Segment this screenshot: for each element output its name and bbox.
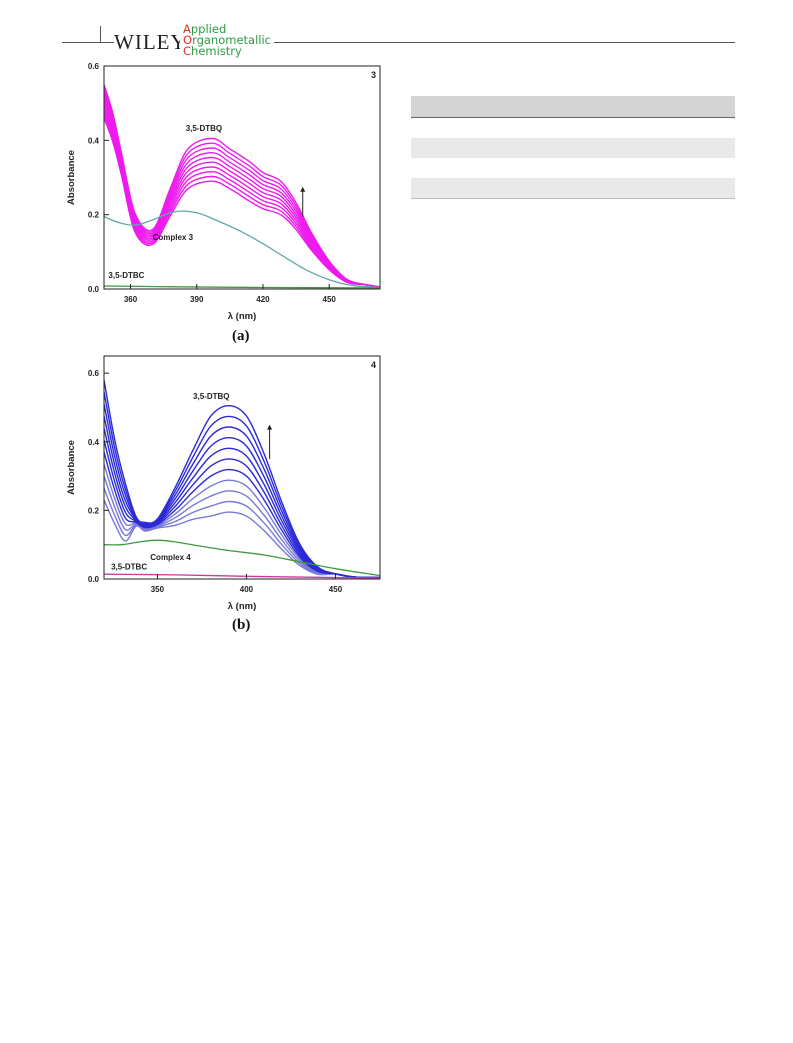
table-row (411, 118, 735, 138)
x-tick-label: 450 (323, 295, 337, 304)
journal-line-1: Applied (183, 22, 227, 36)
plot-area (104, 84, 380, 289)
series-line-dtbq (104, 117, 380, 288)
x-tick-label: 450 (329, 585, 343, 594)
panel-number: 4 (371, 360, 376, 370)
table-row (411, 178, 735, 198)
y-axis-label: Absorbance (66, 150, 77, 205)
series-line-dtbq (104, 379, 380, 579)
annotation-complex: Complex 3 (153, 233, 194, 242)
journal-logo: Applied Organometallic Chemistry (180, 22, 275, 58)
annotation-dtbq: 3,5-DTBQ (186, 124, 222, 133)
header-rule (62, 42, 735, 43)
table-header-row (411, 96, 735, 118)
series-line-dtbq (104, 102, 380, 288)
series-line-dtbq (104, 91, 380, 288)
plot-frame (103, 65, 381, 290)
series-line-dtbc (104, 285, 380, 289)
x-tick-label: 360 (124, 295, 138, 304)
annotation-dtbc: 3,5-DTBC (111, 562, 147, 571)
y-tick-label: 0.6 (88, 369, 100, 378)
y-tick-label: 0.4 (88, 438, 100, 447)
table-row (411, 158, 735, 178)
increase-arrow-icon (300, 186, 306, 217)
series-line-dtbq (104, 110, 380, 288)
series-line-dtbq (104, 114, 380, 288)
table-row (411, 138, 735, 158)
x-axis-label: λ (nm) (228, 601, 257, 612)
chart-panel-b: 0.0 0.2 0.4 0.6 350 400 450 λ (nm) Absorbance 4 3,… (66, 355, 381, 612)
panel-b-label: (b) (232, 617, 251, 633)
increase-arrow-icon (267, 424, 273, 459)
y-tick-label: 0.4 (88, 136, 100, 145)
plot-area (104, 379, 380, 579)
x-tick-label: 390 (190, 295, 204, 304)
publisher-logo: WILEY (114, 30, 189, 54)
table-fragment (411, 96, 735, 199)
table-bottom-rule (411, 198, 735, 199)
y-tick-label: 0.2 (88, 506, 100, 515)
annotation-dtbc: 3,5-DTBC (108, 271, 144, 280)
series-line-dtbq (104, 439, 380, 579)
y-tick-label: 0.0 (88, 285, 100, 294)
x-tick-label: 420 (256, 295, 270, 304)
header-margin-tick (100, 26, 101, 42)
series-line-dtbq (104, 415, 380, 579)
series-line-dtbq (104, 99, 380, 288)
chart-panel-a: 0.0 0.2 0.4 0.6 360 390 420 450 λ (nm) Absorbance… (66, 62, 381, 322)
y-axis-label: Absorbance (66, 440, 77, 495)
series-line-complex (104, 539, 380, 577)
panel-number: 3 (371, 70, 376, 80)
y-tick-label: 0.0 (88, 575, 100, 584)
series-line-complex (104, 210, 380, 289)
x-axis-label: λ (nm) (228, 311, 257, 322)
series-line-dtbq (104, 463, 380, 579)
series-line-dtbq (104, 84, 380, 288)
series-line-dtbq (104, 391, 380, 579)
journal-line-2: Organometallic (183, 33, 272, 47)
annotation-complex: Complex 4 (150, 553, 191, 562)
y-tick-label: 0.2 (88, 211, 100, 220)
y-tick-label: 0.6 (88, 62, 100, 71)
x-tick-label: 350 (151, 585, 165, 594)
journal-line-3: Chemistry (183, 44, 242, 58)
x-tick-label: 400 (240, 585, 254, 594)
plot-frame (103, 355, 381, 580)
panel-a-label: (a) (232, 328, 250, 344)
series-line-dtbq (104, 427, 380, 579)
annotation-dtbq: 3,5-DTBQ (193, 392, 229, 401)
